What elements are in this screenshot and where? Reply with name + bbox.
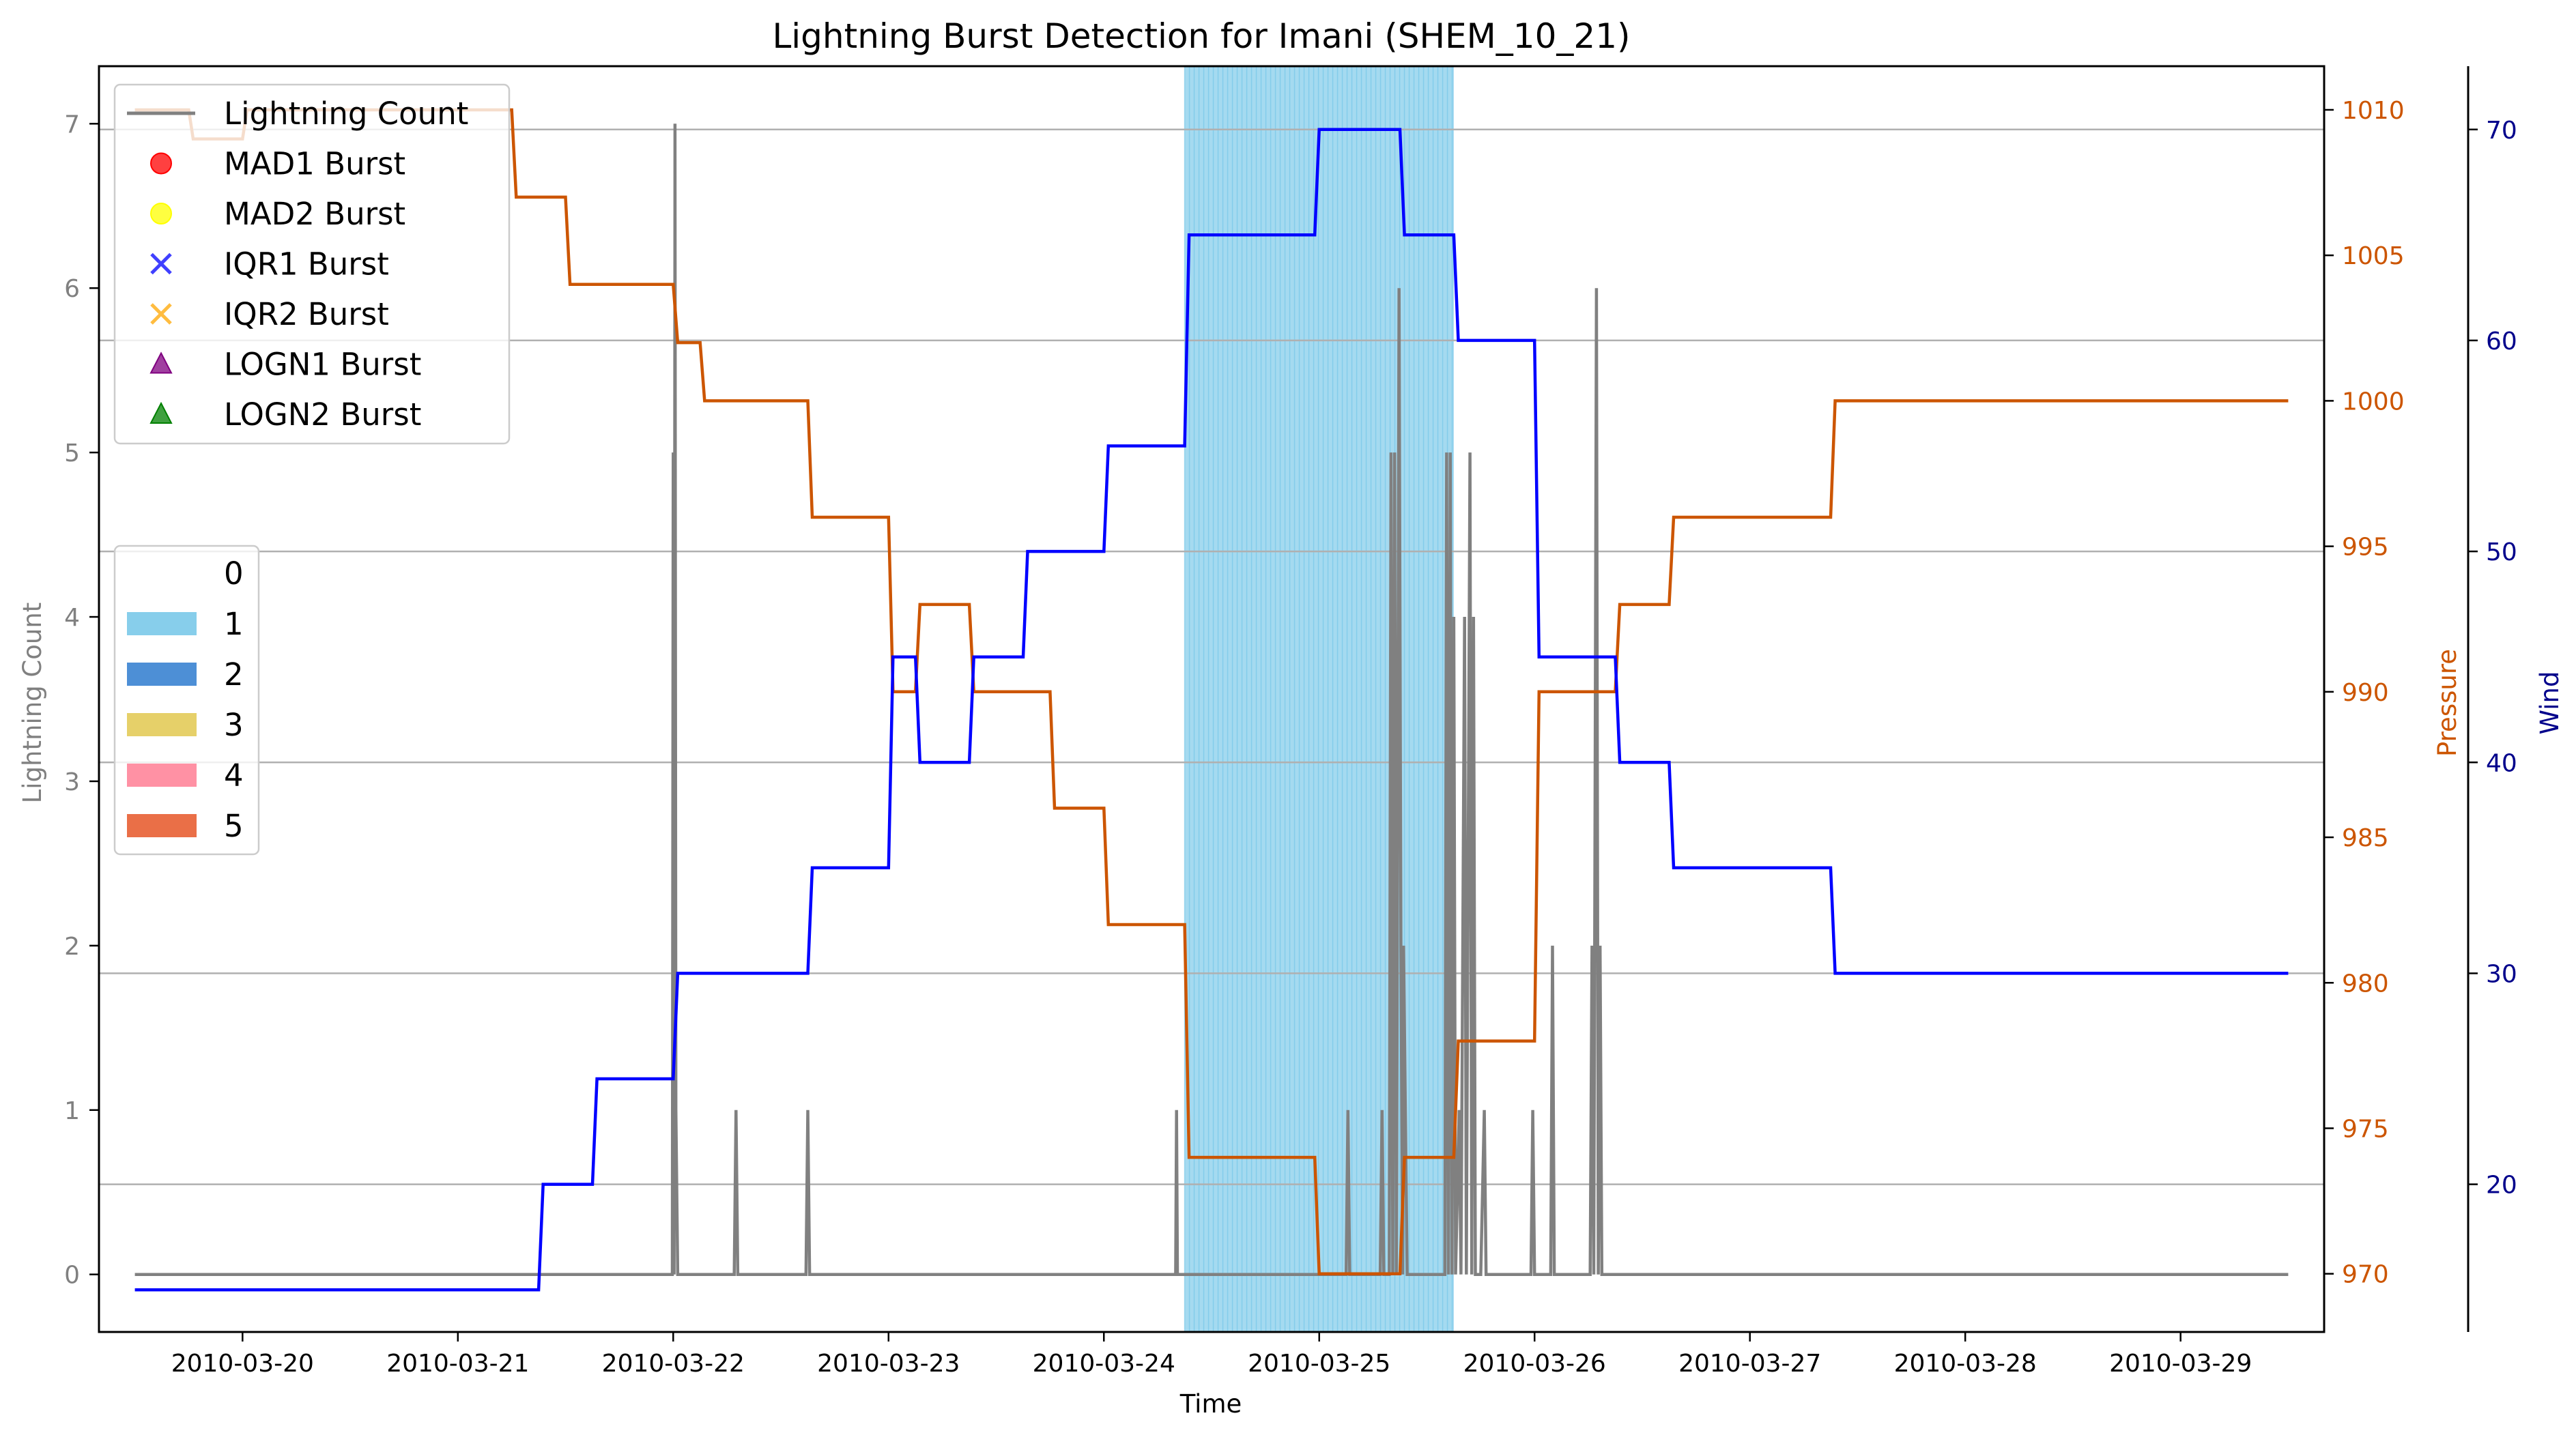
x-axis: 2010-03-20 2010-03-21 2010-03-22 2010-03-23…	[171, 1332, 2252, 1378]
legend-circle-marker	[150, 203, 172, 224]
x-tick-label: 2010-03-22	[602, 1350, 745, 1378]
highlight-span-layer	[1184, 66, 1454, 1332]
x-tick-label: 2010-03-29	[2109, 1350, 2252, 1378]
category-label: 1	[224, 606, 244, 642]
legend-x-marker	[150, 303, 172, 325]
wind-tick-label: 50	[2486, 538, 2517, 566]
pressure-tick-label: 985	[2342, 824, 2389, 852]
pressure-tick-label: 1005	[2342, 242, 2405, 270]
wind-tick-label: 20	[2486, 1172, 2517, 1200]
category-swatch	[127, 764, 197, 787]
wind-line	[134, 128, 2289, 1292]
legend-circle-marker	[150, 152, 172, 175]
wind-tick-label: 30	[2486, 960, 2517, 988]
category-label: 2	[224, 656, 244, 693]
category-label: 4	[224, 757, 244, 794]
lightning-tick-label: 1	[64, 1097, 80, 1125]
pressure-line	[134, 108, 2289, 1275]
burst-legend: Lightning Count MAD1 Burst MAD2 Burst IQR1 …	[113, 83, 511, 445]
category-swatch	[127, 814, 197, 837]
legend-x-marker	[150, 252, 172, 275]
x-tick-label: 2010-03-27	[1678, 1350, 1821, 1378]
lightning-tick-label: 6	[64, 275, 80, 303]
pressure-axis: 970 975 980 985 990 995 1000 1005 1010	[2324, 97, 2405, 1289]
category-swatch	[127, 663, 197, 686]
legend-entry-label: IQR2 Burst	[224, 296, 389, 332]
x-tick-label: 2010-03-23	[817, 1350, 960, 1378]
pressure-tick-label: 970	[2342, 1261, 2389, 1289]
wind-axis: 20 30 40 50 60 70	[2468, 117, 2517, 1200]
x-tick-label: 2010-03-20	[171, 1350, 314, 1378]
legend-triangle-marker	[149, 351, 173, 374]
burst-legend-frame	[113, 83, 511, 445]
category-label: 5	[224, 808, 244, 844]
lightning-axis-label: Lightning Count	[18, 603, 47, 804]
category-swatch	[127, 612, 197, 635]
pressure-tick-label: 990	[2342, 679, 2389, 707]
legend-entry-label: MAD1 Burst	[224, 146, 405, 182]
pressure-axis-label: Pressure	[2433, 649, 2462, 757]
x-tick-label: 2010-03-24	[1033, 1350, 1175, 1378]
legend-entry-label: MAD2 Burst	[224, 196, 405, 232]
category-label: 3	[224, 707, 244, 743]
pressure-tick-label: 995	[2342, 534, 2389, 562]
highlight-span	[1184, 66, 1454, 1332]
legend-entry-label: IQR1 Burst	[224, 246, 389, 282]
category-swatch	[127, 713, 197, 736]
x-tick-label: 2010-03-21	[386, 1350, 529, 1378]
legend-triangle-marker	[149, 401, 173, 424]
x-tick-label: 2010-03-26	[1463, 1350, 1606, 1378]
lightning-count-line	[134, 124, 2289, 1276]
lightning-tick-label: 4	[64, 604, 80, 632]
pressure-tick-label: 975	[2342, 1115, 2389, 1143]
lightning-tick-label: 5	[64, 439, 80, 467]
wind-tick-label: 40	[2486, 749, 2517, 777]
legend-entry-label: Lightning Count	[224, 96, 468, 132]
wind-axis-label: Wind	[2535, 671, 2564, 735]
wind-tick-label: 70	[2486, 117, 2517, 145]
wind-tick-label: 60	[2486, 328, 2517, 356]
lightning-tick-label: 2	[64, 933, 80, 961]
category-label: 0	[224, 555, 244, 592]
category-swatch	[127, 562, 197, 585]
legend-entry-label: LOGN2 Burst	[224, 396, 421, 433]
lightning-tick-label: 0	[64, 1262, 80, 1290]
x-tick-label: 2010-03-28	[1894, 1350, 2037, 1378]
lightning-axis: 0 1 2 3 4 5 6 7	[64, 111, 99, 1290]
pressure-tick-label: 980	[2342, 970, 2389, 998]
series-layer	[134, 108, 2289, 1292]
pressure-tick-label: 1000	[2342, 388, 2405, 416]
lightning-tick-label: 7	[64, 111, 80, 139]
lightning-tick-label: 3	[64, 768, 80, 796]
pressure-tick-label: 1010	[2342, 97, 2405, 125]
plot-frame	[98, 65, 2325, 1333]
category-legend: 0 1 2 3 4 5	[113, 545, 260, 856]
x-axis-label: Time	[1179, 1389, 1242, 1419]
x-tick-label: 2010-03-25	[1248, 1350, 1390, 1378]
chart-title: Lightning Burst Detection for Imani (SHE…	[772, 16, 1630, 56]
legend-entry-label: LOGN1 Burst	[224, 347, 421, 383]
